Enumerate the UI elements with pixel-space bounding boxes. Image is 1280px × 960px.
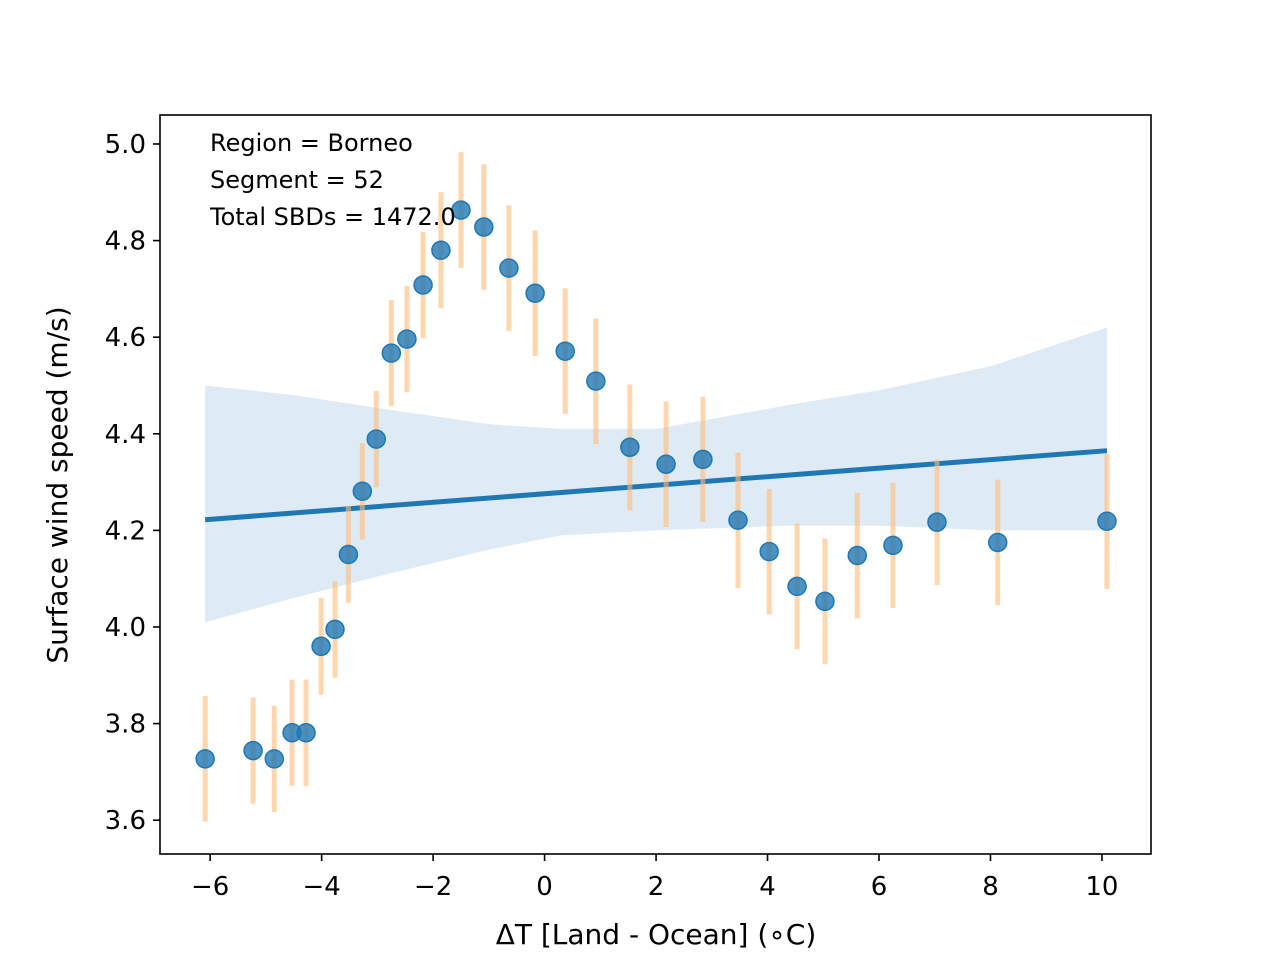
x-tick-label: 4 [759, 872, 776, 902]
data-point [311, 636, 331, 657]
data-point [847, 545, 868, 566]
data-point [499, 258, 519, 278]
x-tick-label: 10 [1085, 872, 1118, 902]
data-point [1097, 511, 1117, 531]
x-tick-label: 2 [648, 872, 665, 902]
x-tick-label: −4 [302, 872, 340, 902]
x-tick-label: −2 [414, 872, 452, 902]
data-point [787, 576, 807, 597]
data-point [693, 449, 713, 470]
data-point [474, 217, 494, 237]
data-point [883, 535, 903, 556]
data-point [352, 481, 373, 502]
x-tick-label: 0 [536, 872, 553, 902]
y-tick-label: 5.0 [105, 130, 146, 160]
data-point [296, 723, 316, 743]
y-tick-label: 4.8 [105, 227, 146, 257]
x-tick-label: −6 [191, 872, 229, 902]
data-point [987, 532, 1008, 553]
data-point [815, 591, 835, 612]
data-point [525, 283, 545, 303]
x-tick-label: 6 [871, 872, 888, 902]
y-tick-label: 3.8 [105, 710, 146, 740]
data-point [656, 454, 676, 474]
x-axis-label: ΔT [Land - Ocean] (∘C) [496, 918, 817, 951]
data-point [264, 749, 285, 769]
data-point [338, 544, 359, 565]
data-point [728, 510, 748, 530]
confidence-band-layer [205, 327, 1108, 623]
annotation-region: Region = Borneo [210, 129, 413, 157]
annotation-total-sbds: Total SBDs = 1472.0 [209, 203, 456, 231]
data-point [620, 437, 640, 458]
data-point [195, 749, 215, 769]
data-point [397, 329, 417, 349]
data-point [451, 200, 471, 220]
y-tick-label: 4.0 [105, 613, 146, 643]
confidence-band [205, 327, 1108, 623]
y-tick-label: 3.6 [105, 806, 146, 836]
data-point [555, 341, 575, 361]
x-tick-label: 8 [982, 872, 999, 902]
data-point [927, 512, 947, 532]
data-point [381, 343, 402, 363]
y-tick-label: 4.2 [105, 516, 146, 546]
data-point [243, 740, 263, 761]
data-point [413, 275, 433, 295]
data-point [366, 429, 387, 449]
data-point [431, 240, 451, 260]
annotation-segment: Segment = 52 [210, 166, 384, 194]
y-axis-label: Surface wind speed (m/s) [41, 306, 74, 663]
y-tick-label: 4.4 [105, 420, 146, 450]
regression-line [204, 448, 1108, 523]
data-point [586, 371, 606, 391]
data-point [325, 619, 345, 640]
points-layer [195, 200, 1117, 769]
y-axis: 3.6 3.8 4.0 4.2 4.4 4.6 4.8 5.0 [105, 130, 160, 836]
y-tick-label: 4.6 [105, 323, 146, 353]
x-axis: −6 −4 −2 0 2 4 6 8 10 [191, 854, 1118, 902]
data-point [759, 541, 779, 562]
regression-layer [204, 448, 1108, 523]
